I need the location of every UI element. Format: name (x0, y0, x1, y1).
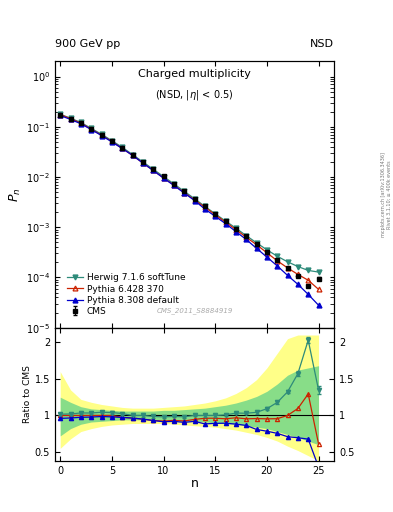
Herwig 7.1.6 softTune (79, 119, 83, 125)
Herwig 7.1.6 softTune (316, 269, 321, 275)
Pythia 8.308 default (130, 152, 135, 158)
Herwig 7.1.6 softTune (151, 166, 156, 172)
Herwig 7.1.6 softTune (223, 218, 228, 224)
Herwig 7.1.6 softTune (141, 159, 145, 165)
Text: Rivet 3.1.10; ≥ 400k events: Rivet 3.1.10; ≥ 400k events (387, 160, 391, 229)
Pythia 8.308 default (171, 182, 176, 188)
Pythia 8.308 default (285, 272, 290, 279)
Herwig 7.1.6 softTune (233, 225, 238, 231)
Pythia 6.428 370 (58, 112, 62, 118)
Pythia 6.428 370 (275, 258, 279, 264)
Line: Pythia 8.308 default: Pythia 8.308 default (58, 113, 321, 308)
Pythia 6.428 370 (264, 250, 269, 256)
Herwig 7.1.6 softTune (275, 253, 279, 259)
Pythia 8.308 default (110, 139, 114, 145)
Pythia 8.308 default (161, 175, 166, 181)
Pythia 8.308 default (182, 190, 187, 196)
Pythia 6.428 370 (171, 182, 176, 188)
Pythia 8.308 default (275, 263, 279, 269)
Pythia 6.428 370 (285, 265, 290, 271)
Pythia 8.308 default (244, 237, 248, 243)
Pythia 6.428 370 (161, 175, 166, 181)
Line: Pythia 6.428 370: Pythia 6.428 370 (58, 112, 321, 292)
Pythia 6.428 370 (141, 160, 145, 166)
Pythia 8.308 default (151, 167, 156, 174)
Herwig 7.1.6 softTune (285, 259, 290, 265)
Pythia 8.308 default (213, 213, 218, 219)
Pythia 6.428 370 (233, 226, 238, 232)
Text: 900 GeV pp: 900 GeV pp (55, 38, 120, 49)
Herwig 7.1.6 softTune (182, 188, 187, 195)
Pythia 8.308 default (141, 160, 145, 166)
Pythia 6.428 370 (202, 204, 207, 210)
Line: Herwig 7.1.6 softTune: Herwig 7.1.6 softTune (58, 112, 321, 274)
Pythia 8.308 default (120, 145, 125, 152)
Pythia 6.428 370 (120, 145, 125, 152)
Herwig 7.1.6 softTune (130, 152, 135, 158)
Pythia 6.428 370 (68, 116, 73, 122)
Pythia 6.428 370 (110, 138, 114, 144)
Herwig 7.1.6 softTune (213, 211, 218, 217)
Text: (NSD, |$\eta$| < 0.5): (NSD, |$\eta$| < 0.5) (155, 88, 234, 102)
Herwig 7.1.6 softTune (161, 174, 166, 180)
Pythia 8.308 default (254, 245, 259, 251)
Y-axis label: $P_n$: $P_n$ (8, 187, 23, 202)
Pythia 6.428 370 (223, 219, 228, 225)
Herwig 7.1.6 softTune (192, 196, 197, 202)
Pythia 8.308 default (68, 116, 73, 122)
Pythia 8.308 default (296, 281, 300, 287)
Legend: Herwig 7.1.6 softTune, Pythia 6.428 370, Pythia 8.308 default, CMS: Herwig 7.1.6 softTune, Pythia 6.428 370,… (65, 271, 187, 318)
Pythia 6.428 370 (296, 271, 300, 278)
Herwig 7.1.6 softTune (171, 181, 176, 187)
Pythia 8.308 default (99, 133, 104, 139)
Pythia 8.308 default (223, 221, 228, 227)
Herwig 7.1.6 softTune (306, 267, 310, 273)
Pythia 6.428 370 (213, 211, 218, 218)
Herwig 7.1.6 softTune (244, 232, 248, 239)
Pythia 6.428 370 (192, 197, 197, 203)
Pythia 6.428 370 (182, 189, 187, 196)
Herwig 7.1.6 softTune (99, 131, 104, 137)
Text: Charged multiplicity: Charged multiplicity (138, 70, 251, 79)
Herwig 7.1.6 softTune (296, 264, 300, 270)
Pythia 6.428 370 (306, 277, 310, 283)
Herwig 7.1.6 softTune (89, 125, 94, 132)
Pythia 8.308 default (192, 198, 197, 204)
Herwig 7.1.6 softTune (68, 115, 73, 121)
Pythia 6.428 370 (254, 242, 259, 248)
Pythia 8.308 default (202, 206, 207, 212)
Text: CMS_2011_S8884919: CMS_2011_S8884919 (156, 308, 233, 314)
Pythia 6.428 370 (316, 286, 321, 292)
Herwig 7.1.6 softTune (110, 138, 114, 144)
Text: NSD: NSD (310, 38, 334, 49)
Pythia 8.308 default (233, 228, 238, 234)
Pythia 6.428 370 (89, 126, 94, 132)
Text: mcplots.cern.ch [arXiv:1306.3436]: mcplots.cern.ch [arXiv:1306.3436] (381, 152, 386, 237)
Pythia 8.308 default (79, 121, 83, 127)
Pythia 8.308 default (306, 291, 310, 297)
Pythia 6.428 370 (130, 152, 135, 158)
Pythia 8.308 default (316, 302, 321, 308)
Herwig 7.1.6 softTune (58, 111, 62, 117)
Pythia 8.308 default (89, 126, 94, 133)
X-axis label: n: n (191, 477, 198, 490)
Herwig 7.1.6 softTune (254, 240, 259, 246)
Pythia 8.308 default (58, 113, 62, 119)
Pythia 8.308 default (264, 254, 269, 260)
Pythia 6.428 370 (151, 167, 156, 174)
Herwig 7.1.6 softTune (202, 203, 207, 209)
Herwig 7.1.6 softTune (264, 247, 269, 253)
Pythia 6.428 370 (99, 132, 104, 138)
Pythia 6.428 370 (244, 234, 248, 240)
Herwig 7.1.6 softTune (120, 144, 125, 151)
Y-axis label: Ratio to CMS: Ratio to CMS (23, 365, 32, 423)
Pythia 6.428 370 (79, 120, 83, 126)
